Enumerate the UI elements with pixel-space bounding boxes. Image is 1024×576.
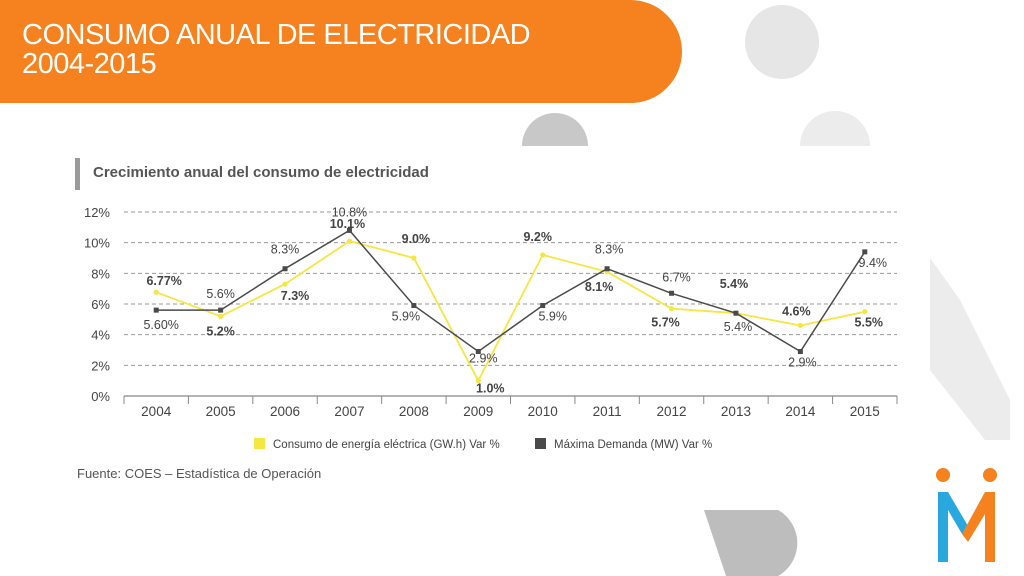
data-label-consumo: 5.4%: [720, 277, 749, 291]
data-labels: 6.77% 5.2% 7.3% 10.1% 9.0% 1.0% 9.2% 8.1% 5.7% 5.…: [143, 205, 887, 395]
chart-legend: Consumo de energía eléctrica (GW.h) Var …: [254, 438, 712, 451]
data-label-demanda: 5.60%: [143, 318, 178, 332]
data-label-consumo: 9.0%: [402, 232, 431, 246]
deco-half-circle: [522, 113, 588, 146]
data-point-demanda: [218, 307, 224, 313]
title-banner: CONSUMO ANUAL DE ELECTRICIDAD 2004-2015: [0, 0, 682, 103]
data-point-consumo: [411, 255, 417, 261]
data-point-demanda: [475, 349, 481, 355]
data-point-demanda: [862, 249, 868, 255]
y-tick-label: 12%: [84, 205, 110, 220]
legend-item: Consumo de energía eléctrica (GW.h) Var …: [254, 438, 500, 451]
legend-item: Máxima Demanda (MW) Var %: [535, 438, 712, 451]
y-tick-label: 6%: [91, 297, 110, 312]
chart-source: Fuente: COES – Estadística de Operación: [77, 466, 322, 481]
data-label-demanda: 9.4%: [859, 256, 888, 270]
data-label-demanda: 2.9%: [469, 352, 498, 366]
data-point-demanda: [411, 303, 417, 309]
data-label-demanda: 10.8%: [332, 205, 367, 219]
data-label-demanda: 6.7%: [662, 270, 691, 284]
x-tick-label: 2011: [593, 404, 622, 419]
data-label-demanda: 5.9%: [392, 310, 421, 324]
data-point-demanda: [797, 349, 803, 355]
legend-swatch: [535, 438, 546, 449]
page-title-line2: 2004-2015: [22, 48, 157, 80]
y-tick-label: 2%: [91, 358, 110, 373]
deco-half-circle: [704, 510, 798, 576]
data-point-consumo: [218, 313, 224, 319]
data-label-consumo: 7.3%: [281, 289, 310, 303]
x-tick-label: 2010: [528, 404, 558, 419]
data-label-consumo: 5.7%: [651, 316, 680, 330]
x-tick-label: 2012: [657, 404, 687, 419]
data-point-demanda: [540, 303, 546, 309]
data-label-demanda: 8.3%: [271, 243, 300, 257]
y-tick-label: 4%: [91, 328, 110, 343]
series-line-demanda: [156, 229, 866, 353]
data-point-consumo: [475, 378, 481, 384]
chart-grid: [124, 211, 897, 366]
y-axis: 0% 2% 4% 6% 8% 10% 12%: [84, 205, 110, 404]
deco-stripe: [930, 258, 1010, 440]
data-label-consumo: 10.1%: [330, 217, 365, 231]
y-tick-label: 10%: [84, 236, 110, 251]
data-point-demanda: [346, 227, 352, 233]
chart-series: [153, 227, 868, 384]
data-point-demanda: [604, 266, 610, 272]
data-point-consumo: [282, 281, 288, 287]
page-title-line1: CONSUMO ANUAL DE ELECTRICIDAD: [22, 19, 531, 51]
data-label-consumo: 8.1%: [585, 280, 614, 294]
data-point-consumo: [668, 306, 675, 312]
x-tick-label: 2009: [463, 404, 493, 419]
page-title: CONSUMO ANUAL DE ELECTRICIDAD 2004-2015: [22, 19, 531, 80]
data-label-consumo: 5.2%: [206, 324, 235, 338]
y-tick-label: 8%: [91, 266, 110, 281]
data-label-consumo: 5.5%: [855, 316, 884, 330]
data-label-consumo: 6.77%: [146, 274, 181, 288]
chart-title: Crecimiento anual del consumo de electri…: [93, 164, 429, 181]
legend-label: Máxima Demanda (MW) Var %: [554, 439, 712, 451]
data-label-consumo: 9.2%: [523, 230, 552, 244]
data-label-consumo: 4.6%: [782, 304, 811, 318]
data-point-consumo: [540, 252, 546, 258]
data-point-demanda: [282, 266, 288, 272]
data-point-demanda: [153, 307, 159, 313]
series-line-consumo: [155, 240, 865, 383]
x-tick-label: 2015: [850, 404, 880, 419]
data-label-demanda: 8.3%: [595, 243, 624, 257]
data-label-demanda: 5.6%: [206, 287, 235, 301]
data-point-demanda: [733, 310, 739, 316]
x-tick-label: 2005: [206, 404, 236, 419]
data-label-demanda: 5.4%: [724, 320, 753, 334]
data-point-consumo: [862, 309, 868, 315]
data-point-consumo: [346, 238, 353, 244]
data-point-consumo: [797, 322, 803, 329]
y-tick-label: 0%: [91, 389, 110, 404]
x-tick-label: 2013: [721, 404, 751, 419]
x-tick-label: 2008: [399, 404, 429, 419]
x-tick-label: 2007: [334, 404, 364, 419]
data-point-demanda: [669, 290, 675, 296]
x-tick-label: 2004: [141, 404, 172, 419]
deco-half-circle: [800, 111, 870, 146]
data-label-consumo: 1.0%: [476, 382, 505, 396]
deco-circle: [745, 5, 819, 79]
data-label-demanda: 5.9%: [538, 310, 567, 324]
data-label-demanda: 2.9%: [788, 356, 817, 370]
x-axis: 2004 2005 2006 2007 2008 2009 2010 2011 2012 2013…: [123, 395, 898, 419]
x-tick-label: 2014: [785, 404, 816, 419]
logo-icon: [936, 468, 997, 562]
legend-label: Consumo de energía eléctrica (GW.h) Var …: [273, 439, 500, 451]
chart-title-accent: [75, 158, 80, 190]
legend-swatch: [254, 438, 265, 449]
x-tick-label: 2006: [270, 404, 300, 419]
data-point-consumo: [153, 289, 159, 295]
